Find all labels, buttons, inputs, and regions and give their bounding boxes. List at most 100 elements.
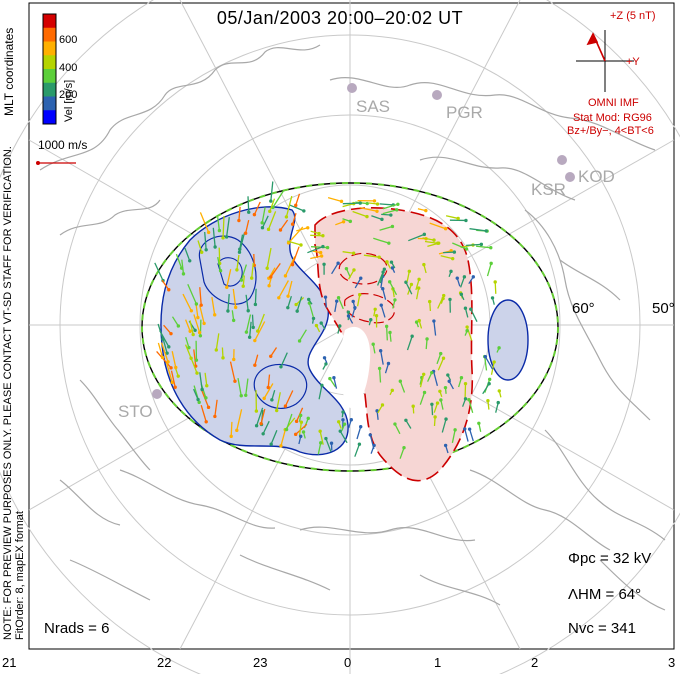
velocity-vector: [380, 350, 384, 365]
velocity-vector-origin: [249, 276, 254, 280]
velocity-vector-origin: [277, 296, 281, 300]
velocity-vector-origin: [436, 241, 440, 245]
velocity-vector-origin: [410, 334, 414, 338]
velocity-vector-origin: [489, 261, 493, 266]
velocity-vector-origin: [424, 208, 428, 213]
velocity-vector-origin: [169, 366, 173, 370]
velocity-vector-origin: [427, 299, 432, 304]
velocity-vector: [399, 380, 406, 393]
velocity-vector-origin: [463, 427, 467, 431]
velocity-vector: [363, 254, 380, 258]
velocity-vector: [318, 385, 323, 400]
velocity-vector-origin: [365, 214, 369, 219]
velocity-vector: [307, 245, 324, 254]
velocity-vector-origin: [447, 379, 451, 383]
velocity-vector: [466, 243, 482, 247]
velocity-vector-origin: [254, 409, 259, 413]
colorbar-swatch: [43, 110, 56, 125]
velocity-vector: [280, 429, 287, 447]
velocity-vector-origin: [459, 376, 464, 380]
velocity-vector-origin: [200, 387, 204, 392]
velocity-vector: [385, 326, 388, 341]
velocity-vector-origin: [486, 399, 490, 403]
velocity-vector: [464, 428, 469, 442]
velocity-vector-origin: [214, 348, 219, 352]
colorbar-frame: [42, 13, 57, 125]
velocity-vector-origin: [290, 222, 295, 226]
velocity-vector: [429, 222, 446, 230]
velocity-vector-origin: [321, 234, 325, 238]
velocity-vector: [470, 308, 478, 322]
velocity-vector: [212, 227, 216, 248]
velocity-vector: [171, 351, 177, 368]
velocity-vector: [342, 202, 361, 205]
velocity-vector-origin: [265, 266, 269, 270]
velocity-vector-origin: [346, 314, 351, 318]
velocity-vector: [199, 305, 205, 324]
colorbar-swatch: [43, 27, 56, 42]
velocity-vector-origin: [439, 351, 443, 356]
velocity-vector-origin: [449, 248, 453, 253]
velocity-vector: [299, 329, 307, 342]
velocity-vector-origin: [432, 238, 436, 242]
polar-gap: [339, 326, 371, 408]
velocity-vector-origin: [229, 434, 233, 439]
velocity-vector-origin: [396, 202, 400, 206]
mlt-tick-label: 23: [253, 655, 268, 670]
velocity-vector: [354, 277, 362, 289]
velocity-vector-origin: [306, 416, 310, 421]
velocity-vector-origin: [204, 248, 208, 252]
coastlines: [39, 44, 666, 611]
velocity-vector: [251, 314, 254, 328]
velocity-vector-origin: [471, 275, 475, 279]
velocity-vector: [291, 246, 300, 265]
velocity-vector-origin: [432, 319, 436, 323]
colorbar-tick-label: 200: [59, 89, 77, 101]
velocity-vector-origin: [382, 267, 387, 271]
velocity-vector-origin: [443, 227, 448, 231]
velocity-vector-origin: [318, 250, 323, 255]
velocity-vector: [406, 271, 410, 282]
velocity-vector-origin: [247, 210, 251, 214]
velocity-vector-origin: [409, 282, 414, 287]
velocity-vector: [348, 269, 355, 280]
imf-condition-label: Bz+/By−, 4<BT<6: [567, 125, 654, 137]
velocity-vector-origin: [325, 245, 330, 250]
velocity-vector-origin: [377, 366, 382, 371]
velocity-vector-origin: [269, 199, 273, 203]
station-marker-ksr: [557, 155, 567, 165]
velocity-vector: [382, 209, 397, 215]
velocity-vector-origin: [380, 403, 385, 407]
velocity-vector-origin: [205, 384, 209, 388]
velocity-vector: [379, 203, 394, 206]
colorbar-tick-label: 400: [59, 62, 77, 74]
velocity-vector-origin: [389, 260, 394, 264]
velocity-vector: [287, 280, 293, 297]
velocity-vector: [266, 247, 272, 269]
velocity-vector: [254, 321, 266, 341]
coordinates-label: MLT coordinates: [2, 27, 16, 116]
velocity-vector-origin: [269, 275, 273, 279]
velocity-vector: [262, 420, 270, 435]
velocity-vector: [255, 407, 264, 426]
velocity-vector: [354, 443, 361, 457]
velocity-vector-origin: [443, 385, 448, 390]
velocity-vector: [236, 254, 240, 270]
velocity-vector: [490, 361, 495, 375]
velocity-vector-origin: [341, 220, 346, 224]
velocity-vector: [254, 354, 259, 366]
latitude-label-50: 50°: [652, 300, 675, 317]
imf-source-label: OMNI IMF: [588, 97, 639, 109]
velocity-vector-origin: [225, 285, 229, 290]
velocity-vector: [263, 383, 274, 399]
velocity-vector-origin: [492, 360, 496, 364]
velocity-vector-origin: [266, 227, 271, 232]
latitude-label-60: 60°: [572, 300, 595, 317]
velocity-vector: [240, 264, 248, 281]
velocity-vector: [317, 442, 322, 455]
velocity-vector: [284, 256, 296, 277]
velocity-vector-origin: [443, 443, 448, 448]
velocity-vector: [419, 374, 425, 388]
colorbar-swatch: [43, 96, 56, 111]
velocity-vector-origin: [375, 209, 379, 214]
